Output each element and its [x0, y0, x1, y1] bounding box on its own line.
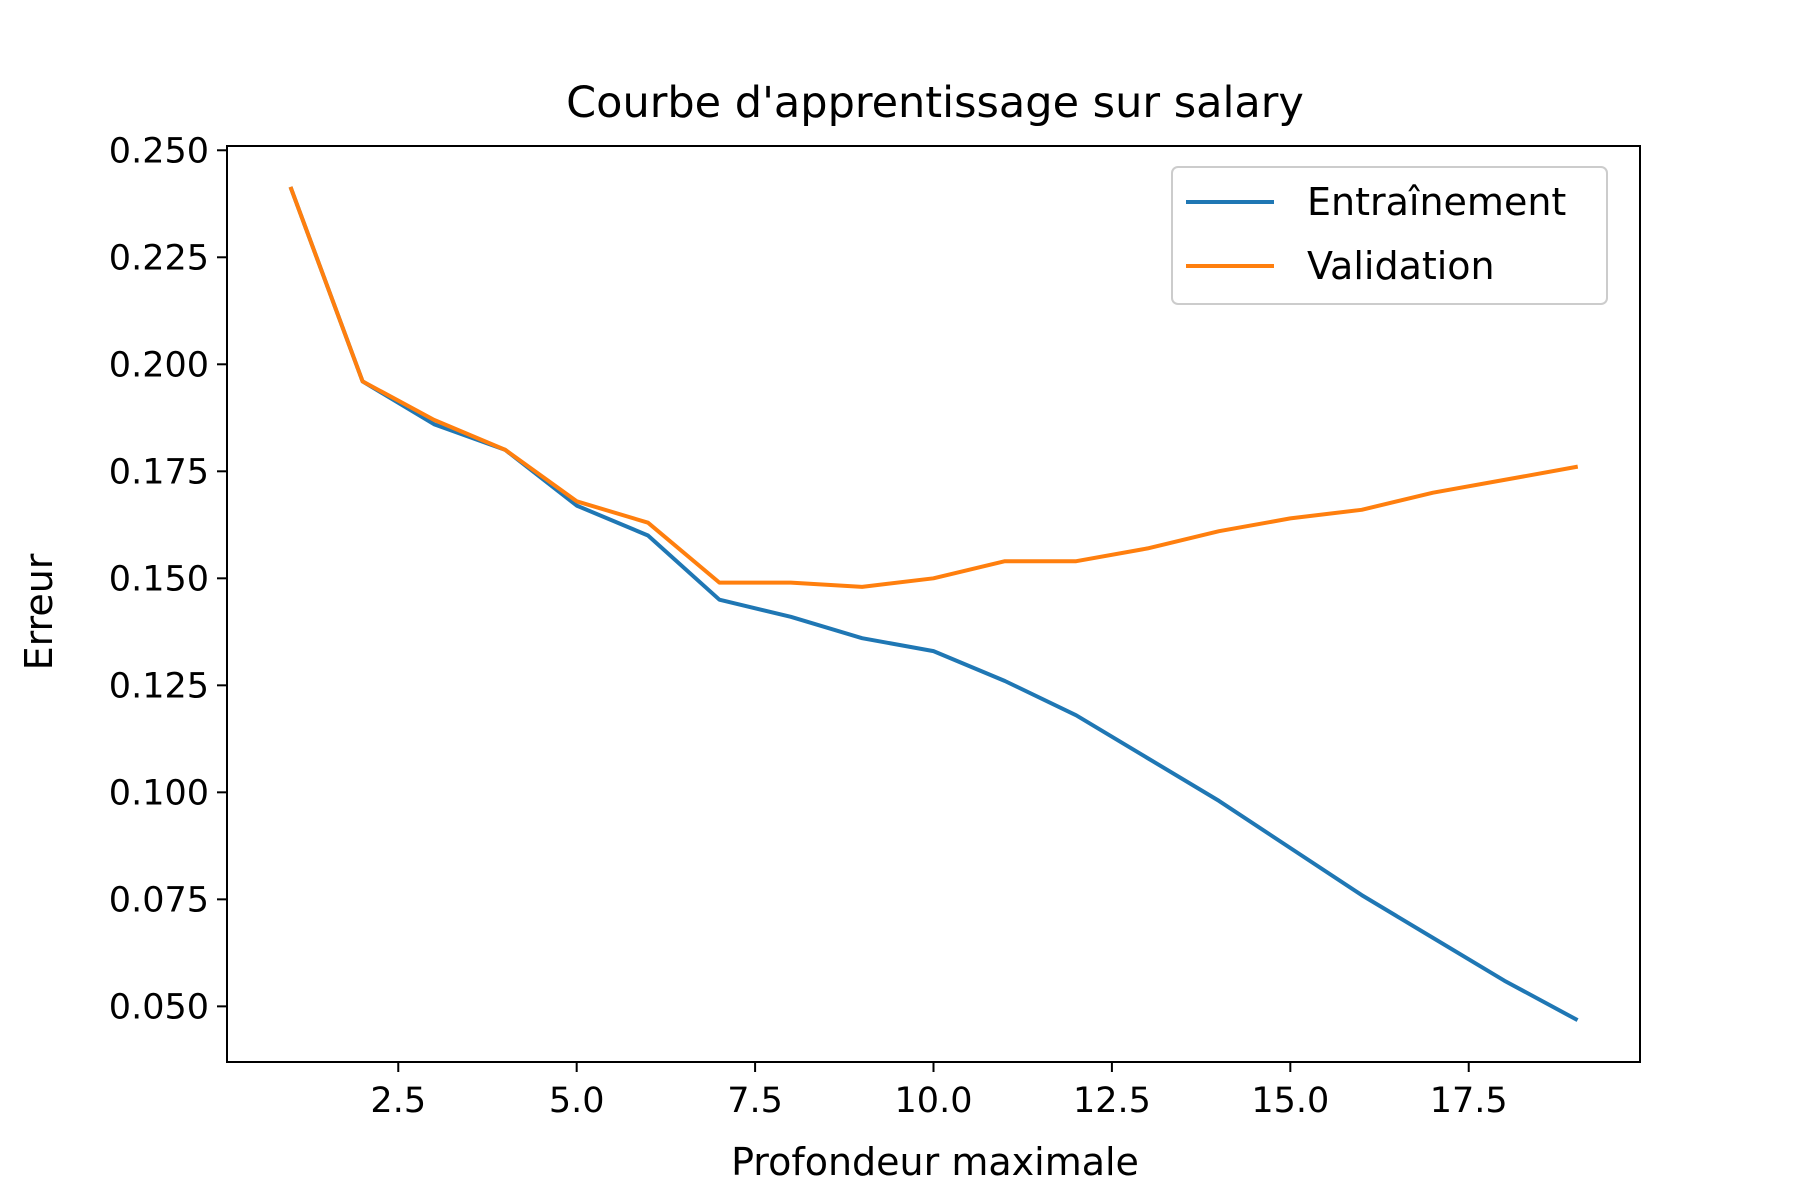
x-tick-label: 17.5 [1430, 1081, 1508, 1121]
y-tick-label: 0.150 [109, 559, 209, 599]
x-tick-label: 15.0 [1251, 1081, 1329, 1121]
x-tick-label: 5.0 [549, 1081, 605, 1121]
legend: Entraînement Validation [1171, 166, 1608, 305]
legend-label-0: Entraînement [1307, 180, 1566, 224]
legend-box [1171, 166, 1608, 305]
x-tick-label: 7.5 [727, 1081, 783, 1121]
x-tick-label: 12.5 [1073, 1081, 1151, 1121]
y-tick-label: 0.050 [109, 987, 209, 1027]
legend-label-1: Validation [1307, 244, 1495, 288]
y-tick-label: 0.225 [109, 238, 209, 278]
y-axis-ticks: 0.050 0.075 0.100 0.125 0.150 0.175 0.200 0.225… [109, 131, 227, 1027]
y-tick-label: 0.175 [109, 452, 209, 492]
x-axis-label: Profondeur maximale [731, 1140, 1139, 1184]
series-lines [288, 186, 1579, 1022]
y-tick-label: 0.100 [109, 773, 209, 813]
series-line-1 [288, 186, 1579, 589]
x-tick-label: 2.5 [370, 1081, 426, 1121]
chart-title: Courbe d'apprentissage sur salary [566, 78, 1304, 128]
y-tick-label: 0.250 [109, 131, 209, 171]
y-tick-label: 0.125 [109, 666, 209, 706]
y-tick-label: 0.200 [109, 345, 209, 385]
x-axis-ticks: 2.5 5.0 7.5 10.0 12.5 15.0 17.5 [370, 1062, 1508, 1121]
y-axis-label: Erreur [17, 553, 61, 670]
y-tick-label: 0.075 [109, 880, 209, 920]
x-tick-label: 10.0 [895, 1081, 973, 1121]
